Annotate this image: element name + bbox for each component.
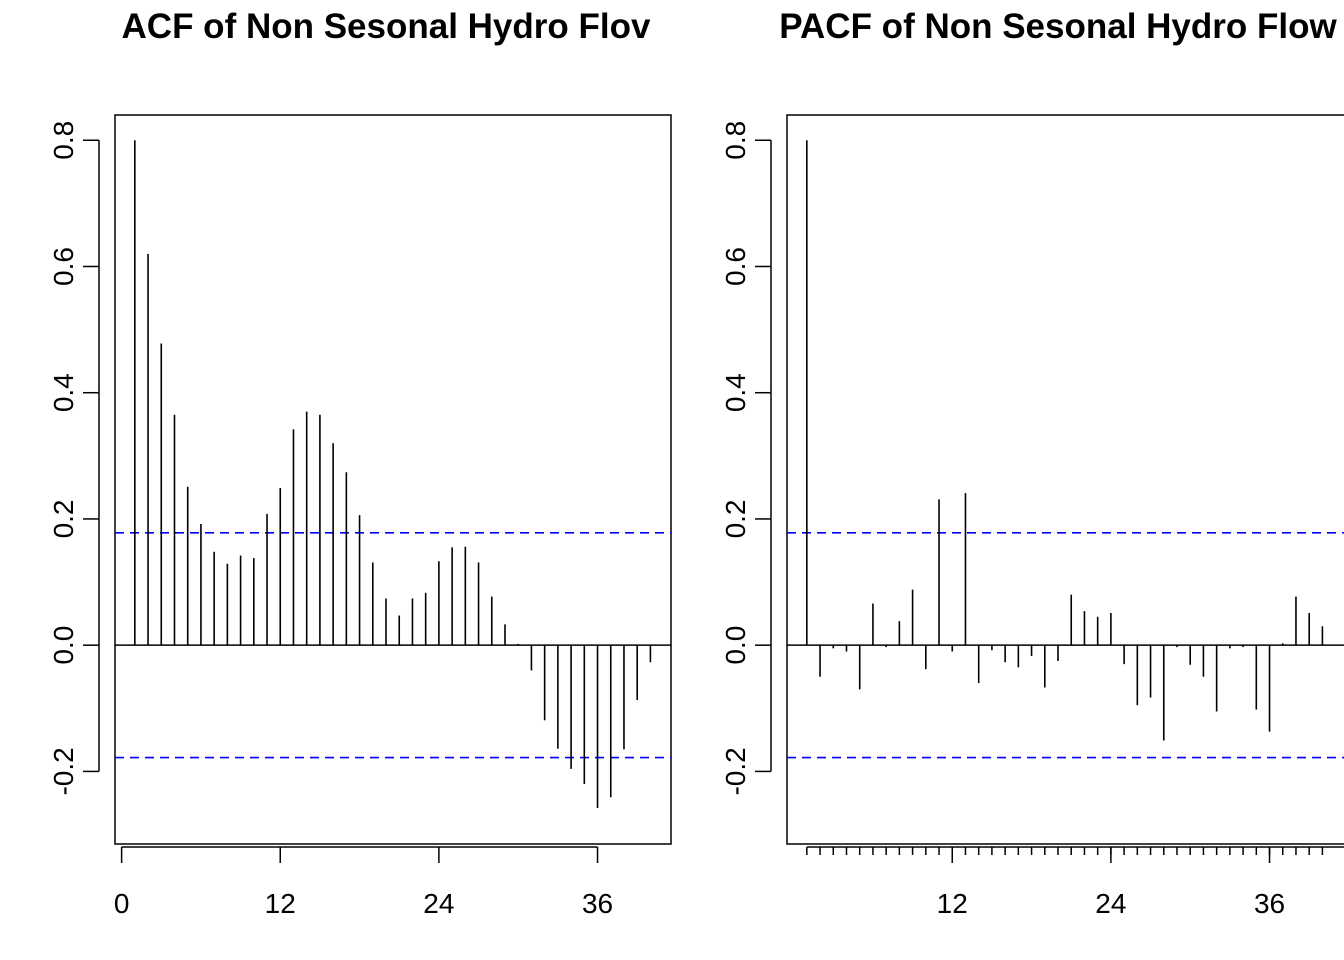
acf-y-tick-label: 0.6 [48,247,79,286]
pacf-x-tick-label: 36 [1254,888,1285,919]
pacf-y-tick-label: 0.0 [720,626,751,665]
acf-panel: ACF of Non Sesonal Hydro Flov -0.2 0.0 0.2… [48,7,672,919]
acf-y-tick-label: 0.2 [48,499,79,538]
acf-bars [134,140,652,809]
pacf-y-tick-label: 0.6 [720,247,751,286]
acf-confidence-bands [115,532,671,759]
acf-y-axis: -0.2 0.0 0.2 0.4 0.6 0.8 [48,121,100,796]
pacf-x-tick-label: 12 [937,888,968,919]
acf-title: ACF of Non Sesonal Hydro Flov [122,7,651,46]
pacf-y-axis: -0.2 0.0 0.2 0.4 0.6 0.8 [720,121,772,796]
acf-x-tick-label: 24 [423,888,454,919]
pacf-title: PACF of Non Sesonal Hydro Flow [779,7,1337,46]
acf-y-tick-label: 0.8 [48,121,79,160]
pacf-y-tick-label: 0.2 [720,499,751,538]
acf-y-tick-label: 0.4 [48,373,79,412]
acf-y-tick-label: 0.0 [48,626,79,665]
pacf-x-axis: 12 24 36 [806,846,1344,919]
pacf-y-tick-label: -0.2 [720,747,751,795]
pacf-confidence-bands [787,532,1344,759]
pacf-bars [806,140,1324,741]
acf-x-tick-label: 36 [582,888,613,919]
acf-x-tick-label: 12 [265,888,296,919]
pacf-y-tick-label: 0.8 [720,121,751,160]
acf-plot-frame [114,114,672,845]
pacf-y-tick-label: 0.4 [720,373,751,412]
acf-x-tick-label: 0 [114,888,130,919]
acf-y-tick-label: -0.2 [48,747,79,795]
acf-x-axis: 0 12 24 36 [114,846,613,919]
pacf-x-tick-label: 24 [1095,888,1126,919]
pacf-panel: PACF of Non Sesonal Hydro Flow -0.2 0.0 0.… [720,7,1344,919]
pacf-plot-frame [786,114,1344,845]
